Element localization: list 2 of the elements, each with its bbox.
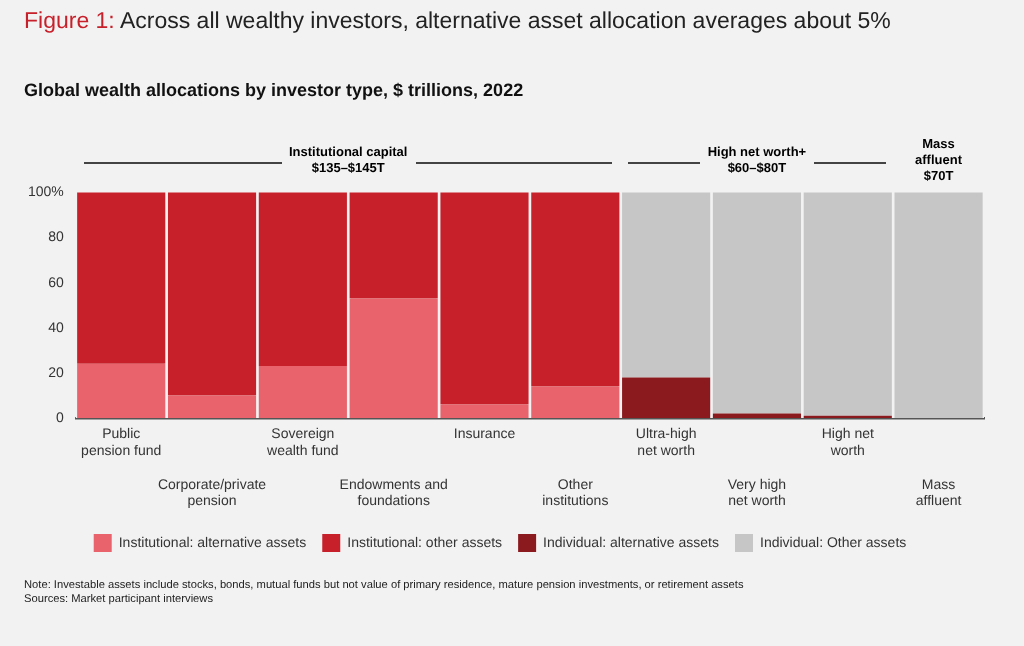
chart-title: Figure 1: Across all wealthy investors, alternative asset allocation averages about 5% xyxy=(24,10,891,34)
chart-subtitle: Global wealth allocations by investor type, $ trillions, 2022 xyxy=(24,80,524,100)
